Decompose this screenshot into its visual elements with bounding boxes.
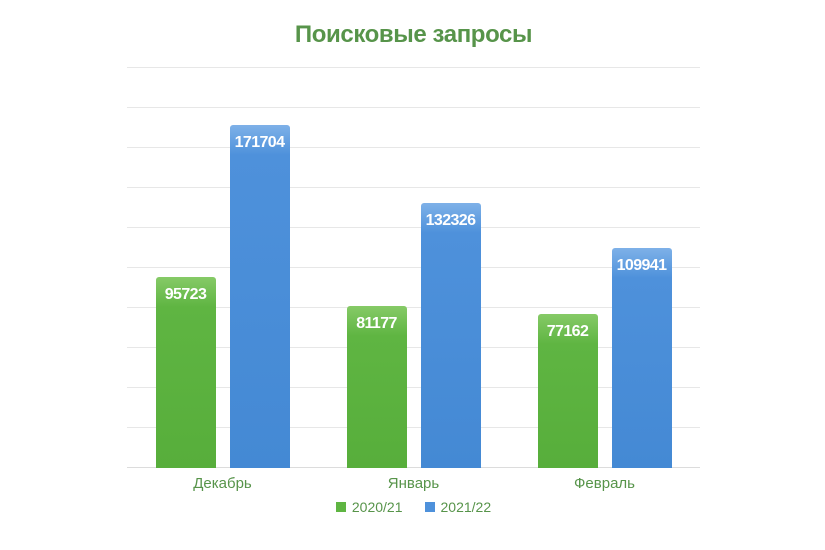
x-axis-label: Январь xyxy=(387,475,440,492)
x-axis-labels: Декабрь Январь Февраль xyxy=(127,475,700,492)
legend-label: 2020/21 xyxy=(351,499,403,515)
bar-value-label: 95723 xyxy=(164,285,207,303)
gridline xyxy=(127,67,700,68)
gridline xyxy=(127,347,700,348)
bar-group: 81177 132326 xyxy=(318,68,509,468)
bar-value-label: 109941 xyxy=(616,257,667,275)
bar-value-label: 171704 xyxy=(234,133,285,151)
bar: 81177 xyxy=(346,305,407,468)
legend-swatch-icon xyxy=(335,502,346,512)
plot-area: 95723 171704 81177 132326 77162 109941 xyxy=(127,67,700,468)
gridline xyxy=(127,147,700,148)
legend-label: 2021/22 xyxy=(440,499,492,515)
legend: 2020/21 2021/22 xyxy=(127,499,700,515)
gridline xyxy=(127,307,700,308)
bar: 77162 xyxy=(537,313,598,468)
gridline xyxy=(127,107,700,108)
gridline xyxy=(127,387,700,388)
bar: 109941 xyxy=(611,248,672,468)
bar: 95723 xyxy=(155,276,216,468)
gridline xyxy=(127,427,700,428)
bar-groups: 95723 171704 81177 132326 77162 109941 xyxy=(127,68,700,468)
bar-value-label: 77162 xyxy=(546,322,589,340)
bar-value-label: 81177 xyxy=(356,314,397,332)
gridline xyxy=(127,187,700,188)
x-axis-label: Февраль xyxy=(574,475,635,492)
gridline xyxy=(127,227,700,228)
legend-item: 2021/22 xyxy=(424,499,492,515)
legend-item: 2020/21 xyxy=(335,499,403,515)
bar: 132326 xyxy=(420,203,481,468)
bar-value-label: 132326 xyxy=(425,212,476,230)
x-axis-baseline xyxy=(127,467,700,468)
gridline xyxy=(127,267,700,268)
legend-swatch-icon xyxy=(424,502,435,512)
bar: 171704 xyxy=(229,124,290,468)
bar-group: 95723 171704 xyxy=(127,68,318,468)
chart-title: Поисковые запросы xyxy=(294,21,533,48)
x-axis-label: Декабрь xyxy=(193,475,252,492)
bar-group: 77162 109941 xyxy=(509,68,700,468)
